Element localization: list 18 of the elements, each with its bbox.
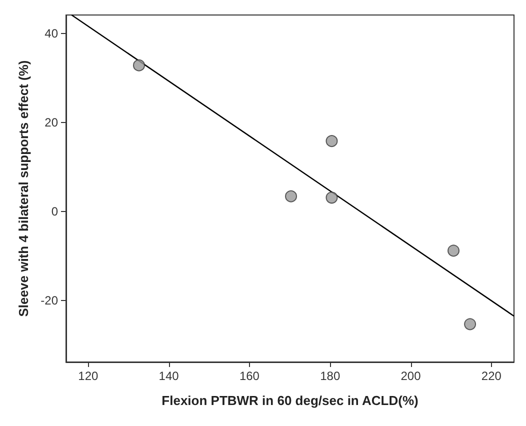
y-tick-label: 20 bbox=[44, 115, 58, 130]
point bbox=[464, 318, 476, 330]
point bbox=[326, 135, 338, 148]
point bbox=[326, 192, 338, 204]
point bbox=[133, 59, 145, 72]
x-tick-label: 160 bbox=[239, 369, 260, 383]
x-tick-label: 140 bbox=[158, 369, 180, 383]
point bbox=[448, 244, 460, 257]
y-tick-label: -20 bbox=[40, 294, 58, 308]
y-tick-label: 0 bbox=[51, 204, 58, 218]
x-tick-label: 180 bbox=[320, 369, 340, 383]
point bbox=[285, 190, 298, 202]
x-tick-label: 200 bbox=[400, 369, 422, 383]
x-axis-title: Flexion PTBWR in 60 deg/sec in ACLD(%) bbox=[162, 393, 418, 408]
y-tick-label: 40 bbox=[44, 26, 58, 40]
x-tick-label: 120 bbox=[78, 369, 99, 383]
x-tick-label: 220 bbox=[481, 369, 502, 383]
y-axis-title: Sleeve with 4 bilateral supports effect (%) bbox=[16, 60, 31, 317]
